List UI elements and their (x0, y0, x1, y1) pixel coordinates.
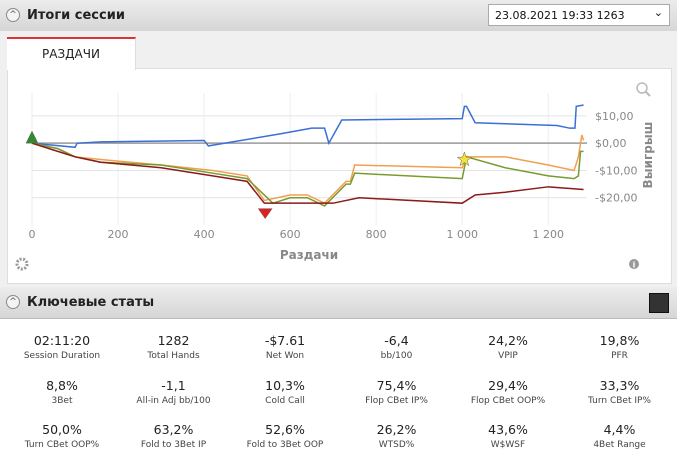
stat: 75,4% Flop CBet IP% (341, 378, 453, 406)
stat-value: 24,2% (488, 333, 528, 348)
series-line (31, 104, 584, 149)
stat-value: 63,2% (153, 422, 194, 437)
stat: 8,8% 3Bet (6, 378, 118, 406)
collapse-button[interactable]: ^ (6, 295, 20, 309)
stat-value: 19,8% (599, 333, 640, 348)
stat: 29,4% Flop CBet OOP% (452, 378, 564, 406)
stat-value: 52,6% (265, 422, 305, 437)
y-axis-label: Выигрыш (641, 122, 655, 189)
stat: 24,2% VPIP (452, 333, 564, 361)
stat: 50,0% Turn CBet OOP% (6, 422, 118, 450)
zoom-icon-handle (645, 91, 651, 97)
stat-label: All-in Adj bb/100 (136, 395, 211, 406)
stat: 19,8% PFR (564, 333, 676, 361)
stat-label: Flop CBet IP% (365, 395, 428, 406)
stat-value: 29,4% (488, 377, 528, 393)
stat-label: Session Duration (23, 351, 101, 361)
info-icon[interactable] (629, 259, 639, 269)
y-tick-label: -$10,00 (595, 164, 637, 177)
stat: 52,6% Fold to 3Bet OOP (229, 422, 341, 450)
stat: 26,2% WTSD% (341, 422, 453, 450)
stat-value: -1,1 (161, 377, 186, 393)
x-tick-label: 1 000 (446, 228, 478, 241)
stat-label: PFR (611, 351, 628, 361)
header-title: Итоги сессии (27, 8, 125, 23)
stat-value: 8,8% (46, 377, 78, 393)
collapse-button[interactable]: ^ (6, 8, 20, 22)
stat: 63,2% Fold to 3Bet IP (118, 422, 230, 450)
layout-button[interactable] (649, 293, 669, 313)
stat-value: 43,6% (488, 422, 528, 437)
info-glyph: i (633, 261, 636, 270)
stat-label: bb/100 (380, 351, 413, 361)
marker (25, 130, 39, 144)
stat: 1282 Total Hands (118, 333, 230, 361)
stat: 10,3% Cold Call (229, 378, 341, 406)
stat-value: 75,4% (376, 377, 417, 393)
zoom-icon[interactable] (636, 82, 648, 94)
stat-value: 10,3% (265, 377, 305, 393)
marker (257, 208, 273, 220)
stat-label: 4Bet Range (593, 440, 646, 450)
stat-value: 33,3% (599, 377, 640, 393)
stat-label: Flop CBet OOP% (470, 395, 546, 406)
stat-label: Net Won (265, 351, 305, 361)
stat-label: W$WSF (490, 440, 526, 450)
stat-label: 3Bet (51, 395, 73, 406)
x-tick-label: 200 (108, 228, 129, 241)
stat: -6,4 bb/100 (341, 333, 453, 361)
stat-value: -6,4 (384, 333, 409, 348)
x-tick-label: 600 (280, 228, 301, 241)
stat-label: VPIP (498, 351, 518, 361)
session-select[interactable]: 23.08.2021 19:33 1263 раздач) (488, 2, 670, 44)
series-line (31, 142, 584, 207)
settings-icon[interactable] (15, 257, 29, 271)
stats-header: ^ Ключевые статы (0, 287, 677, 319)
series-line (31, 142, 584, 204)
chart: i 0 200 400 600 800 1 000 1 200 $10,00 $0,00 -$10… (15, 82, 655, 271)
stat: 02:11:20 Session Duration (6, 333, 118, 361)
stat-value: 4,4% (603, 422, 636, 437)
stat: -$7.61 Net Won (229, 333, 341, 361)
x-axis-label: Раздачи (280, 248, 338, 262)
stat-label: Cold Call (265, 395, 305, 406)
stat-label: Turn CBet IP% (588, 395, 651, 406)
stat: 33,3% Turn CBet IP% (564, 378, 676, 406)
series-line (31, 134, 585, 205)
x-tick-label: 400 (194, 228, 215, 241)
y-tick-label: $0,00 (595, 137, 627, 150)
stat: 4,4% 4Bet Range (564, 422, 676, 450)
y-tick-label: $10,00 (595, 110, 634, 123)
stat: -1,1 All-in Adj bb/100 (118, 378, 230, 406)
stat-value: -$7.61 (264, 333, 306, 348)
tab[interactable]: РАЗДАЧИ (7, 37, 136, 70)
marker (456, 151, 473, 167)
stat-label: Fold to 3Bet OOP (246, 440, 324, 450)
stat: 43,6% W$WSF (452, 422, 564, 450)
x-tick-label: 800 (366, 228, 387, 241)
stat-label: WTSD% (378, 440, 415, 450)
stat-label: Fold to 3Bet IP (140, 440, 207, 450)
stat-value: 50,0% (42, 422, 82, 437)
stats-title: Ключевые статы (27, 295, 155, 310)
stat-value: 02:11:20 (33, 333, 91, 348)
x-tick-label: 0 (29, 228, 36, 241)
stat-value: 26,2% (376, 422, 417, 437)
session-header: ^ Итоги сессии 23.08.2021 19:33 1263 раз… (0, 0, 677, 44)
x-tick-label: 1 200 (533, 228, 565, 241)
stat-label: Total Hands (147, 351, 200, 361)
stat-value: 1282 (157, 333, 190, 348)
y-tick-label: -$20,00 (595, 192, 637, 205)
stat-label: Turn CBet OOP% (24, 440, 100, 450)
